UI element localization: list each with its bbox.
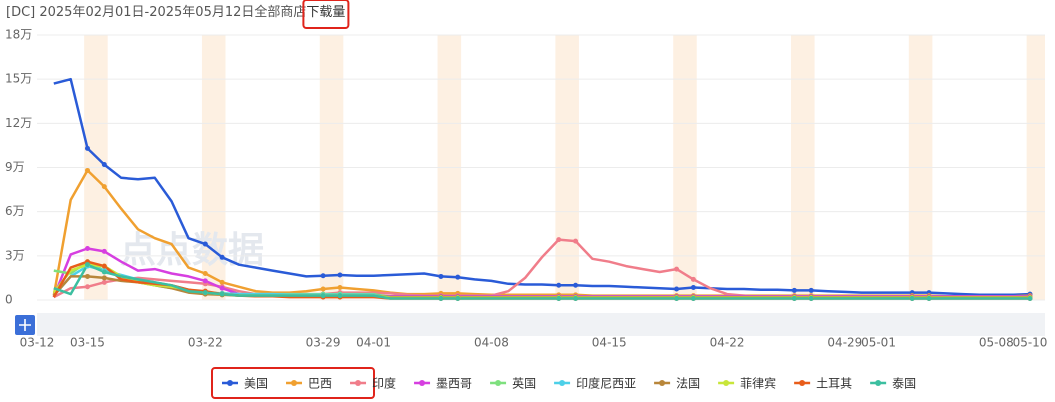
- y-tick-label: 15万: [5, 72, 32, 86]
- legend-swatch-dot: [659, 380, 666, 386]
- point: [455, 296, 461, 302]
- point: [674, 286, 680, 292]
- x-tick-label: 04-08: [474, 336, 509, 350]
- point: [202, 271, 208, 276]
- point: [202, 278, 208, 284]
- y-tick-label: 0: [5, 293, 13, 307]
- x-tick-label: 04-22: [710, 336, 745, 350]
- legend-label: 美国: [244, 377, 268, 391]
- point: [690, 276, 696, 282]
- x-tick-label: 05-10: [1013, 336, 1048, 350]
- legend-label: 印度: [372, 376, 396, 391]
- point: [84, 145, 90, 151]
- point: [808, 287, 814, 293]
- point: [219, 279, 225, 285]
- point: [573, 296, 579, 302]
- point: [84, 284, 90, 290]
- point: [690, 296, 696, 302]
- point: [556, 282, 562, 288]
- point: [101, 162, 107, 168]
- point: [320, 273, 326, 279]
- plus-icon: [19, 319, 31, 331]
- legend-swatch-dot: [355, 380, 362, 386]
- point: [791, 287, 797, 293]
- series-line: [53, 77, 1031, 297]
- point: [320, 286, 326, 292]
- point: [202, 241, 208, 247]
- legend-swatch-dot: [419, 380, 426, 386]
- point: [84, 262, 90, 268]
- point: [674, 266, 680, 272]
- legend-swatch-dot: [723, 380, 730, 386]
- legend-label: 土耳其: [816, 377, 852, 391]
- legend-swatch-dot: [291, 380, 298, 386]
- legend-swatch-dot: [495, 380, 502, 386]
- x-tick-label: 04-15: [592, 336, 627, 350]
- x-tick-label: 04-01: [356, 336, 391, 350]
- legend-swatch-dot: [559, 380, 566, 386]
- legend-swatch-dot: [875, 380, 882, 386]
- zoom-slider[interactable]: [37, 313, 1045, 336]
- point: [791, 296, 797, 302]
- title-text: [DC] 2025年02月01日-2025年05月12日全部商店: [6, 4, 306, 20]
- x-tick-label: 03-15: [70, 336, 105, 350]
- point: [101, 248, 107, 254]
- legend-label: 法国: [676, 377, 700, 391]
- legend-label: 泰国: [892, 377, 916, 391]
- point: [337, 272, 343, 278]
- legend-label: 印度尼西亚: [576, 376, 636, 391]
- point: [808, 296, 814, 302]
- point: [909, 296, 915, 302]
- y-tick-label: 9万: [5, 160, 25, 174]
- point: [926, 296, 932, 302]
- y-tick-label: 3万: [5, 248, 25, 262]
- point: [101, 184, 107, 190]
- point: [101, 275, 107, 281]
- point: [438, 273, 444, 279]
- point: [573, 282, 579, 288]
- point: [219, 254, 225, 260]
- point: [202, 290, 208, 296]
- legend-label: 巴西: [308, 377, 332, 391]
- chart-title: [DC] 2025年02月01日-2025年05月12日全部商店下载量: [6, 4, 345, 20]
- point: [219, 291, 225, 297]
- y-tick-label: 12万: [5, 116, 32, 130]
- x-tick-label: 03-22: [188, 336, 223, 350]
- point: [84, 167, 90, 173]
- point: [84, 245, 90, 251]
- legend-label: 墨西哥: [436, 377, 472, 391]
- legend-swatch-dot: [799, 380, 806, 386]
- point: [455, 274, 461, 280]
- point: [438, 296, 444, 302]
- point: [337, 284, 343, 290]
- legend-swatch-dot: [227, 380, 233, 386]
- title-metric: 下载量: [306, 5, 345, 20]
- point: [101, 269, 107, 275]
- legend-highlight: [211, 367, 375, 399]
- x-tick-label: 05-01: [861, 336, 896, 350]
- point: [101, 263, 107, 269]
- point: [320, 293, 326, 299]
- y-tick-label: 6万: [5, 204, 25, 218]
- y-tick-label: 18万: [5, 28, 32, 42]
- legend-label: 菲律宾: [740, 376, 776, 391]
- point: [690, 284, 696, 290]
- x-tick-label: 05-08: [979, 336, 1014, 350]
- x-tick-label: 03-12: [20, 336, 55, 350]
- point: [556, 296, 562, 302]
- point: [556, 237, 562, 243]
- x-tick-label: 04-29: [827, 336, 862, 350]
- x-tick-label: 03-29: [306, 336, 341, 350]
- point: [1027, 296, 1033, 302]
- legend-label: 英国: [512, 377, 536, 391]
- point: [337, 293, 343, 299]
- series-line: [53, 263, 1030, 300]
- point: [674, 296, 680, 302]
- point: [219, 285, 225, 291]
- point: [84, 273, 90, 279]
- title-highlight: [302, 0, 350, 29]
- point: [101, 279, 107, 285]
- point: [573, 238, 579, 244]
